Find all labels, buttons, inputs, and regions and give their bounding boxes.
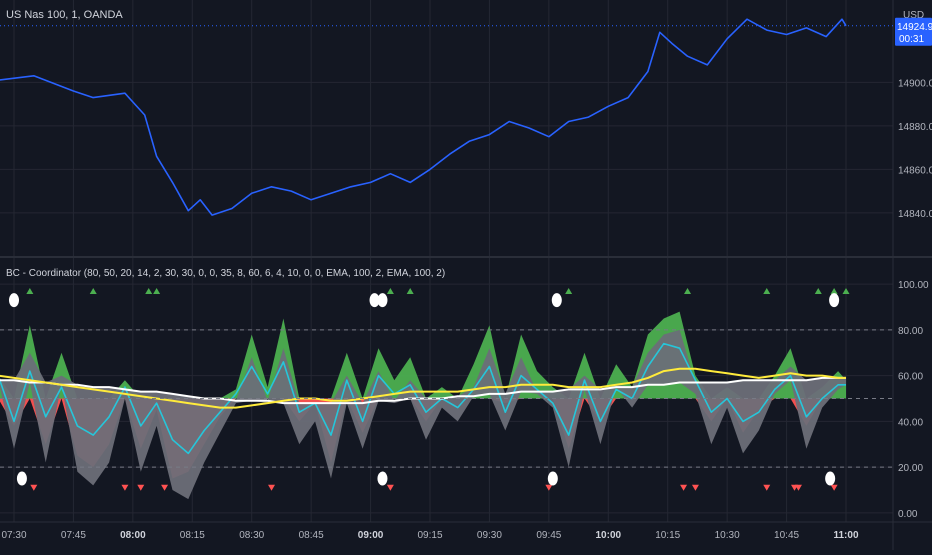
circle-marker-top bbox=[9, 293, 19, 308]
down-triangle-marker bbox=[137, 484, 145, 491]
indicator-tick-label: 80.00 bbox=[898, 326, 923, 337]
indicator-fill-gray-up bbox=[0, 329, 846, 404]
down-triangle-marker bbox=[680, 484, 688, 491]
up-triangle-marker bbox=[814, 288, 822, 295]
indicator-fill-gray-down bbox=[0, 377, 846, 500]
last-price-label: 14924.9 bbox=[897, 22, 932, 33]
indicator-yellow-line bbox=[0, 367, 846, 409]
time-tick-label: 10:15 bbox=[655, 530, 680, 541]
up-triangle-marker bbox=[763, 288, 771, 295]
circle-marker-bottom bbox=[377, 471, 388, 486]
up-triangle-marker bbox=[145, 288, 153, 295]
down-triangle-marker bbox=[161, 484, 169, 491]
down-triangle-marker bbox=[268, 484, 276, 491]
time-tick-label: 08:45 bbox=[299, 530, 324, 541]
indicator-cyan-line bbox=[0, 342, 846, 455]
time-tick-label: 11:00 bbox=[833, 530, 858, 541]
up-triangle-marker bbox=[386, 288, 394, 295]
time-tick-label: 09:30 bbox=[477, 530, 502, 541]
down-triangle-marker bbox=[763, 484, 771, 491]
indicator-tick-label: 100.00 bbox=[898, 280, 929, 291]
indicator-tick-label: 20.00 bbox=[898, 463, 923, 474]
up-triangle-marker bbox=[406, 288, 414, 295]
time-tick-label: 09:00 bbox=[358, 530, 384, 541]
circle-marker-top bbox=[377, 293, 388, 308]
up-triangle-marker bbox=[89, 288, 97, 295]
up-triangle-marker bbox=[842, 288, 850, 295]
time-tick-label: 10:30 bbox=[715, 530, 740, 541]
down-triangle-marker bbox=[691, 484, 699, 491]
currency-label[interactable]: USD bbox=[903, 10, 924, 21]
up-triangle-marker bbox=[830, 288, 838, 295]
time-tick-label: 07:30 bbox=[1, 530, 26, 541]
circle-marker-bottom bbox=[16, 471, 27, 486]
down-triangle-marker bbox=[386, 484, 394, 491]
time-tick-label: 10:45 bbox=[774, 530, 799, 541]
time-tick-label: 10:00 bbox=[595, 530, 621, 541]
countdown-label: 00:31 bbox=[899, 34, 924, 45]
up-triangle-marker bbox=[565, 288, 573, 295]
indicator-tick-label: 0.00 bbox=[898, 509, 918, 520]
circle-marker-bottom bbox=[825, 471, 836, 486]
price-tick-label: 14840.0 bbox=[898, 209, 932, 220]
circle-marker-bottom bbox=[547, 471, 558, 486]
up-triangle-marker bbox=[26, 288, 34, 295]
time-tick-label: 08:30 bbox=[239, 530, 264, 541]
down-triangle-marker bbox=[30, 484, 38, 491]
circle-marker-top bbox=[369, 293, 380, 308]
up-triangle-marker bbox=[153, 288, 161, 295]
circle-marker-top bbox=[551, 293, 562, 308]
down-triangle-marker bbox=[830, 484, 838, 491]
price-tick-label: 14860.0 bbox=[898, 165, 932, 176]
down-triangle-marker bbox=[121, 484, 129, 491]
price-tick-label: 14900.0 bbox=[898, 78, 932, 89]
time-tick-label: 09:45 bbox=[536, 530, 561, 541]
price-tick-label: 14880.0 bbox=[898, 122, 932, 133]
time-tick-label: 09:15 bbox=[417, 530, 442, 541]
indicator-tick-label: 40.00 bbox=[898, 417, 923, 428]
down-triangle-marker bbox=[545, 484, 553, 491]
circle-marker-top bbox=[829, 293, 840, 308]
up-triangle-marker bbox=[684, 288, 692, 295]
indicator-tick-label: 60.00 bbox=[898, 372, 923, 383]
price-series-line bbox=[0, 18, 847, 216]
time-tick-label: 07:45 bbox=[61, 530, 86, 541]
time-tick-label: 08:15 bbox=[180, 530, 205, 541]
down-triangle-marker bbox=[794, 484, 802, 491]
last-price-tag bbox=[895, 17, 932, 46]
symbol-title[interactable]: US Nas 100, 1, OANDA bbox=[6, 9, 123, 21]
indicator-title[interactable]: BC - Coordinator (80, 50, 20, 14, 2, 30,… bbox=[6, 268, 445, 279]
time-tick-label: 08:00 bbox=[120, 530, 146, 541]
